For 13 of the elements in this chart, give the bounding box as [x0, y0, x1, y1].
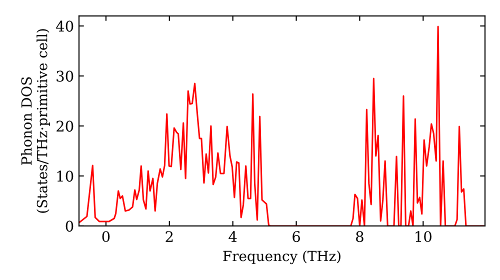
y-tick-label: 20 [56, 120, 74, 132]
y-axis-title: Phonon DOS (States/THz·primitive cell) [21, 29, 50, 213]
y-tick-label: 30 [56, 70, 74, 82]
y-tick-label: 10 [57, 170, 74, 182]
y-tick-label: 40 [56, 20, 74, 32]
x-tick-label: 0 [102, 231, 110, 242]
x-tick-label: 8 [356, 231, 364, 242]
x-axis-title: Frequency (THz) [223, 250, 340, 264]
x-tick-label: 6 [292, 231, 300, 242]
x-tick-label: 10 [416, 231, 432, 242]
x-tick-label: 2 [166, 231, 173, 242]
x-tick-label: 4 [228, 231, 237, 242]
y-tick-label: 0 [66, 220, 74, 232]
